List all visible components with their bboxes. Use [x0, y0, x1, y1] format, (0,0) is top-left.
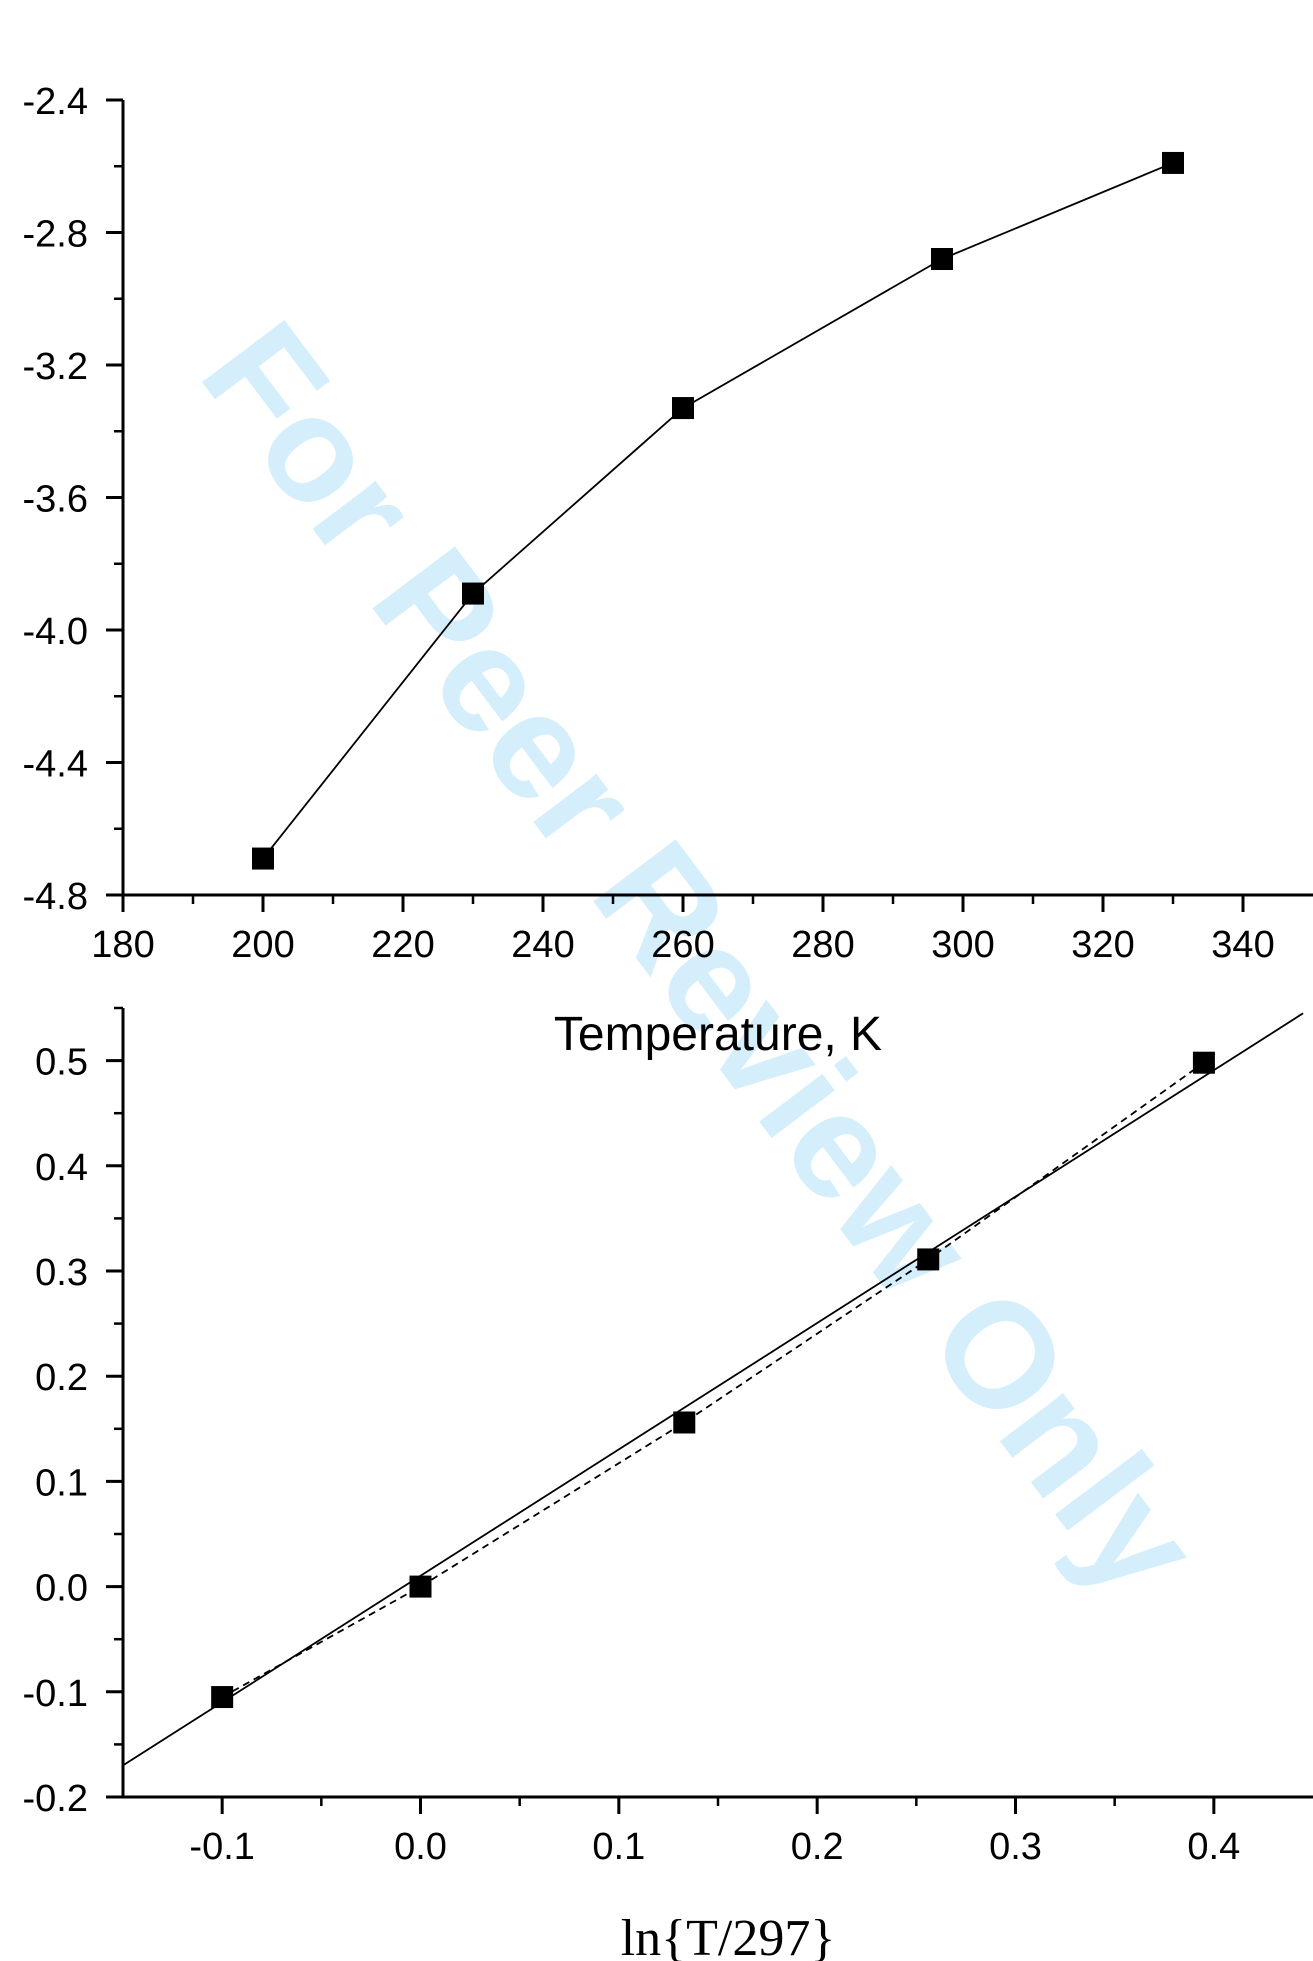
x-tick-label: -0.1 — [189, 1826, 254, 1868]
y-tick-label: -2.4 — [23, 81, 88, 123]
x-axis-title: ln{T/297} — [621, 1910, 836, 1961]
x-tick-label: 0.3 — [989, 1826, 1042, 1868]
x-tick-label: 300 — [931, 924, 994, 966]
x-tick-label: 280 — [791, 924, 854, 966]
y-tick-label: 0.5 — [35, 1042, 88, 1084]
x-tick-label: 180 — [91, 924, 154, 966]
y-tick-label: -0.2 — [23, 1778, 88, 1820]
y-tick-label: 0.0 — [35, 1568, 88, 1610]
data-point — [252, 847, 274, 870]
x-tick-label: 200 — [231, 924, 294, 966]
data-point — [409, 1575, 432, 1598]
x-tick-label: 0.4 — [1187, 1826, 1240, 1868]
data-point — [1162, 151, 1184, 174]
data-point — [917, 1248, 940, 1271]
x-axis-title: Temperature, K — [554, 1008, 882, 1061]
x-tick-label: 320 — [1071, 924, 1134, 966]
data-point — [462, 582, 484, 605]
fit-line — [122, 1012, 1304, 1767]
y-tick-label: 0.4 — [35, 1147, 88, 1189]
y-tick-label: -4.0 — [23, 611, 88, 653]
y-tick-label: -4.8 — [23, 876, 88, 918]
data-point — [1192, 1051, 1215, 1074]
y-tick-label: -0.1 — [23, 1673, 88, 1715]
x-tick-label: 240 — [511, 924, 574, 966]
x-tick-label: 0.1 — [592, 1826, 645, 1868]
x-tick-label: 0.0 — [394, 1826, 447, 1868]
x-tick-label: 340 — [1211, 924, 1274, 966]
temperature-chart: 180 200 220 240 260 280 300 320 340 -4.8 -4.4 -4.0 -… — [23, 81, 1313, 1061]
y-tick-label: -3.2 — [23, 346, 88, 388]
y-tick-label: 0.3 — [35, 1252, 88, 1294]
x-tick-label: 260 — [651, 924, 714, 966]
x-tick-label: 220 — [371, 924, 434, 966]
y-tick-label: 0.1 — [35, 1462, 88, 1504]
y-tick-label: -3.6 — [23, 479, 88, 521]
data-point — [672, 397, 694, 420]
y-tick-label: -2.8 — [23, 214, 88, 256]
data-point — [211, 1686, 234, 1709]
y-tick-label: 0.2 — [35, 1357, 88, 1399]
y-tick-label: -4.4 — [23, 744, 88, 786]
data-point — [931, 248, 953, 270]
data-point — [673, 1411, 696, 1434]
x-tick-label: 0.2 — [791, 1826, 844, 1868]
log-temperature-chart: -0.1 0.0 0.1 0.2 0.3 0.4 -0.2 -0.1 0.0 0.1 0.2 0.3 0… — [23, 1006, 1313, 1961]
